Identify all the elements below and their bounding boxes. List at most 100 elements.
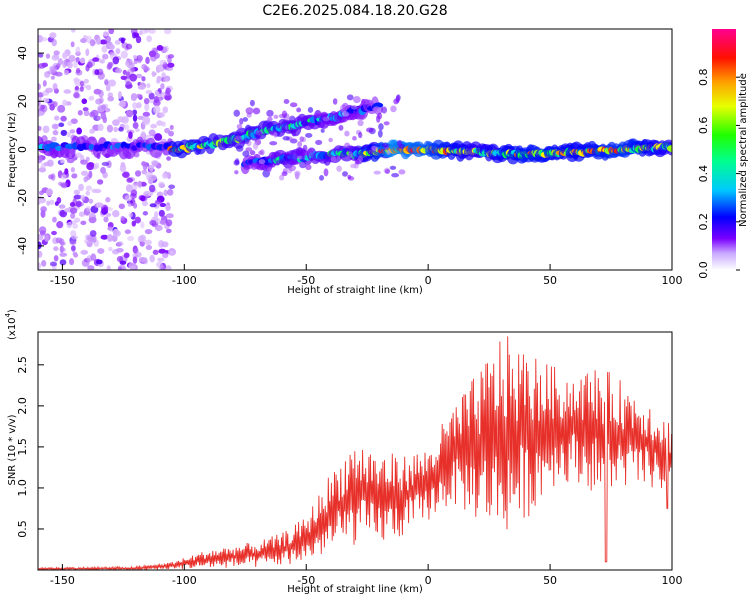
spectrogram-noise-cell [357, 119, 364, 127]
spectrogram-noise-cell [56, 221, 64, 229]
spectrogram-noise-cell [275, 159, 281, 166]
spectrogram-noise-cell [39, 104, 45, 111]
x-tick-label: -100 [172, 574, 197, 587]
spectrogram-noise-cell [166, 66, 174, 72]
spectrogram-noise-cell [125, 109, 134, 118]
spectrogram-noise-cell [165, 219, 173, 227]
spectrogram-noise-cell [73, 92, 80, 99]
spectrogram-noise-cell [252, 142, 259, 150]
spectrogram-noise-cell [166, 156, 171, 161]
spectrogram-noise-cell [154, 199, 162, 205]
spectrogram-noise-cell [38, 226, 47, 235]
spectrogram-noise-cell [43, 161, 50, 167]
spectrogram-noise-cell [342, 102, 349, 110]
spectrogram-noise-cell [336, 165, 342, 172]
spectrogram-noise-cell [52, 124, 59, 130]
spectrogram-noise-cell [156, 120, 163, 126]
x-tick-label: -50 [297, 574, 315, 587]
spectrogram-noise-cell [158, 209, 165, 217]
snr-line [38, 336, 672, 570]
spectrogram-noise-cell [85, 156, 90, 162]
spectrogram-noise-cell [83, 110, 90, 117]
spectrogram-noise-cell [135, 73, 143, 79]
spectrogram-noise-cell [88, 95, 95, 101]
spectrogram-noise-cell [116, 256, 124, 263]
spectrogram-noise-cell [157, 257, 165, 262]
spectrogram-noise-cell [266, 109, 274, 117]
spectrogram-noise-cell [49, 65, 58, 72]
spectrogram-y-label: Frequency (Hz) [7, 112, 18, 188]
spectrogram-noise-cell [162, 172, 168, 179]
spectrogram-noise-cell [38, 241, 42, 250]
spectrogram-noise-cell [163, 29, 172, 35]
spectrogram-noise-cell [125, 184, 133, 193]
y-tick-label: 0 [16, 146, 29, 153]
spectrogram-noise-cell [135, 128, 140, 133]
spectrogram-noise-cell [59, 259, 67, 266]
spectrogram-noise-cell [145, 89, 153, 95]
spectrogram-noise-cell [320, 112, 329, 117]
spectrogram-noise-cell [132, 109, 138, 116]
spectrogram-noise-cell [341, 111, 350, 117]
spectrogram-noise-cell [88, 216, 97, 224]
spectrogram-noise-cell [59, 245, 64, 254]
spectrogram-noise-cell [245, 147, 253, 152]
y-tick-label: 2.0 [16, 397, 29, 415]
spectrogram-noise-cell [383, 121, 390, 126]
spectrogram-noise-cell [107, 226, 113, 231]
spectrogram-noise-cell [158, 181, 165, 187]
spectrogram-noise-cell [49, 261, 58, 267]
spectrogram-noise-cell [164, 95, 171, 101]
spectrogram-noise-cell [398, 169, 406, 175]
spectrogram-noise-cell [159, 202, 167, 208]
spectrogram-noise-cell [156, 75, 162, 82]
spectrogram-noise-cell [234, 158, 240, 165]
spectrogram-noise-cell [51, 38, 57, 47]
spectrogram-noise-cell [160, 83, 165, 90]
spectrogram-noise-cell [112, 56, 120, 65]
spectrogram-noise-cell [115, 67, 123, 74]
spectrogram-noise-cell [151, 70, 156, 78]
spectrogram-noise-cell [124, 124, 130, 131]
spectrogram-noise-cell [90, 253, 97, 261]
spectrogram-noise-cell [75, 200, 82, 208]
spectrogram-noise-cell [38, 83, 41, 90]
spectrogram-noise-cell [149, 203, 157, 208]
spectrogram-noise-cell [148, 29, 156, 34]
spectrogram-noise-cell [71, 245, 76, 252]
spectrogram-noise-cell [144, 103, 150, 112]
spectrogram-noise-cell [89, 128, 95, 134]
spectrogram-noise-cell [122, 69, 127, 75]
spectrogram-noise-cell [284, 151, 290, 158]
spectrogram-noise-cell [373, 106, 381, 113]
spectrogram-noise-cell [249, 150, 256, 156]
spectrogram-noise-cell [159, 219, 166, 225]
spectrogram-noise-cell [106, 63, 112, 70]
spectrogram-noise-cell [78, 183, 84, 192]
spectrogram-noise-cell [109, 44, 115, 50]
spectrogram-noise-cell [242, 117, 248, 122]
spectrogram-noise-cell [86, 205, 91, 212]
spectrogram-noise-cell [390, 105, 397, 113]
spectrogram-noise-cell [358, 132, 363, 139]
spectrogram-noise-cell [120, 37, 125, 44]
spectrogram-noise-cell [132, 54, 138, 60]
spectrogram-noise-cell [279, 174, 285, 181]
spectrogram-noise-cell [53, 255, 59, 262]
snr-frame [37, 331, 673, 571]
spectrogram-noise-cell [251, 162, 257, 171]
spectrogram-noise-cell [105, 84, 111, 92]
spectrogram-noise-cell [97, 123, 104, 132]
spectrogram-noise-cell [133, 248, 139, 253]
spectrogram-noise-cell [39, 37, 48, 42]
spectrogram-noise-cell [381, 142, 389, 148]
spectrogram-noise-cell [350, 163, 357, 169]
colorbar-tick-label: 0.6 [697, 117, 710, 134]
spectrogram-noise-cell [49, 32, 57, 39]
spectrogram-noise-cell [290, 102, 298, 108]
spectrogram-noise-cell [131, 183, 138, 191]
spectrogram-noise-cell [346, 94, 354, 101]
spectrogram-noise-cell [85, 48, 90, 57]
spectrogram-noise-cell [55, 237, 63, 244]
spectrogram-noise-cell [75, 67, 81, 74]
